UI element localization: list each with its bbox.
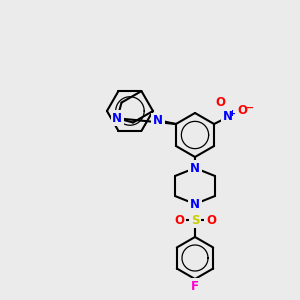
Text: O: O <box>215 97 225 110</box>
Text: S: S <box>191 214 199 226</box>
Text: O: O <box>206 214 216 226</box>
Text: N: N <box>190 197 200 211</box>
Text: O: O <box>174 214 184 226</box>
Text: N: N <box>112 112 122 125</box>
Text: N: N <box>223 110 233 124</box>
Text: +: + <box>229 109 236 118</box>
Text: F: F <box>191 280 199 292</box>
Text: N: N <box>153 115 163 128</box>
Text: −: − <box>246 103 254 113</box>
Text: O: O <box>237 104 247 118</box>
Text: N: N <box>190 161 200 175</box>
